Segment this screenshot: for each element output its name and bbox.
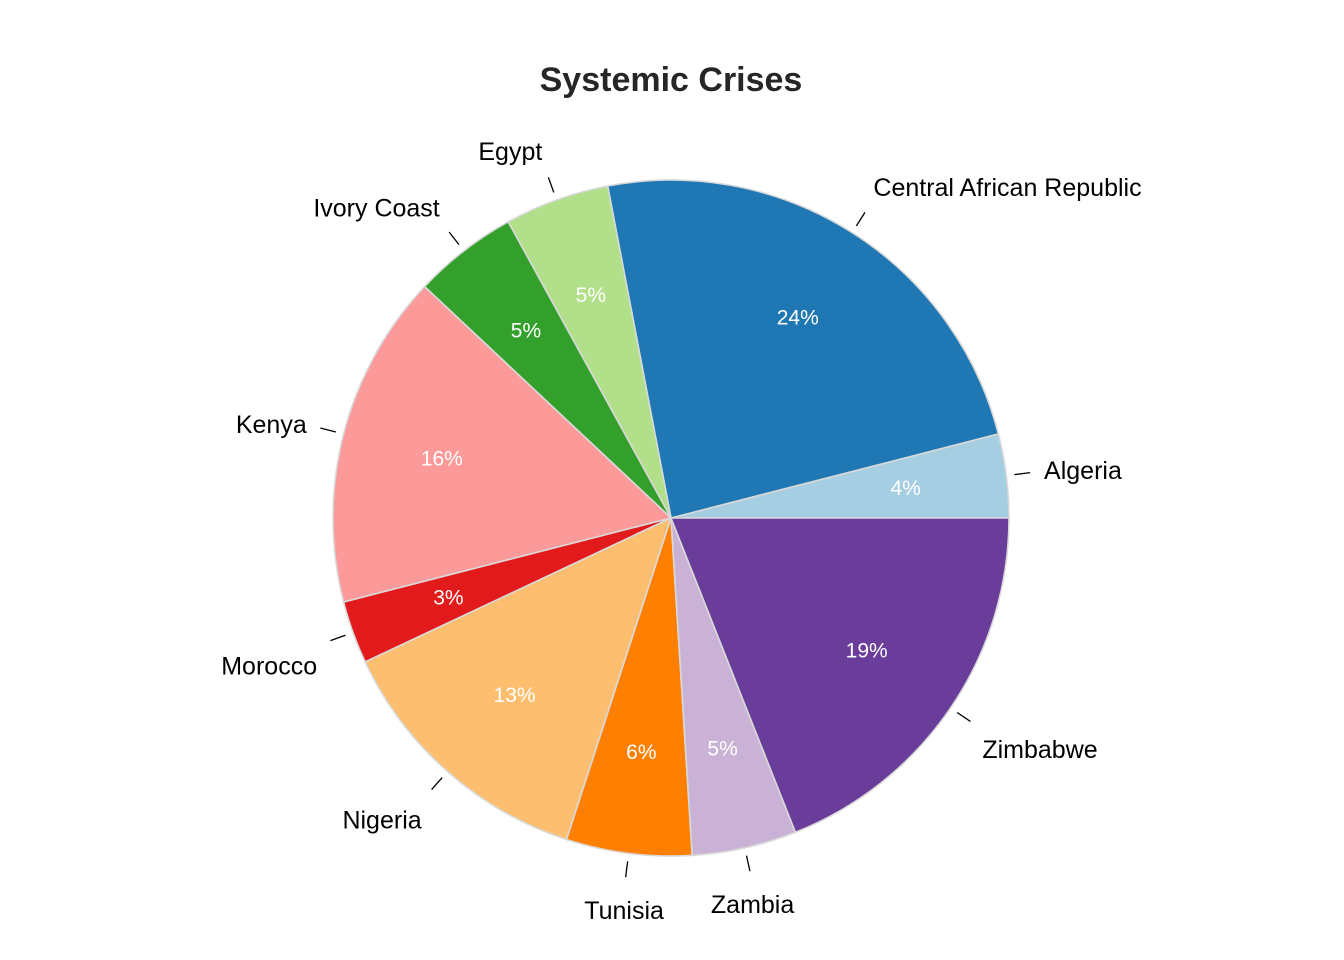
- slice-nigeria: [364, 516, 673, 841]
- tick-algeria: [1014, 471, 1031, 476]
- tick-zambia: [745, 855, 751, 872]
- tick-central-african-republic: [855, 212, 866, 227]
- tick-egypt: [547, 177, 555, 193]
- percent-label-egypt: 5%: [576, 284, 606, 307]
- tick-kenya: [320, 427, 337, 433]
- slice-labels: Algeria Central African Republic Egypt Ivor…: [221, 138, 1141, 925]
- slice-label-nigeria: Nigeria: [342, 807, 421, 835]
- slice-label-tunisia: Tunisia: [584, 897, 664, 925]
- slice-label-zimbabwe: Zimbabwe: [982, 736, 1097, 764]
- slice-zimbabwe: [669, 517, 1010, 834]
- percent-label-zimbabwe: 19%: [846, 639, 888, 662]
- slice-kenya: [332, 285, 673, 604]
- slice-label-zambia: Zambia: [711, 891, 794, 919]
- tick-nigeria: [431, 777, 443, 790]
- tick-tunisia: [624, 861, 629, 878]
- slice-central-african-republic: [606, 179, 1000, 519]
- percent-label-nigeria: 13%: [494, 684, 536, 707]
- pie-slices: [332, 179, 1010, 857]
- tick-morocco: [330, 634, 346, 642]
- label-ticks: [320, 177, 1031, 878]
- percent-label-ivory-coast: 5%: [511, 320, 541, 343]
- slice-label-egypt: Egypt: [478, 138, 542, 166]
- percent-label-morocco: 3%: [433, 587, 463, 610]
- percent-label-tunisia: 6%: [626, 741, 656, 764]
- chart-title: Systemic Crises: [540, 61, 803, 99]
- percent-label-kenya: 16%: [421, 448, 463, 471]
- slice-label-central-african-republic: Central African Republic: [873, 174, 1141, 202]
- slice-label-kenya: Kenya: [236, 411, 307, 439]
- percent-label-zambia: 5%: [707, 737, 737, 760]
- tick-zimbabwe: [956, 711, 971, 723]
- percent-labels: 4% 24% 5% 5% 16% 3% 13% 6% 5% 19%: [421, 284, 921, 764]
- slice-label-ivory-coast: Ivory Coast: [313, 194, 439, 222]
- percent-label-central-african-republic: 24%: [777, 307, 819, 330]
- slice-tunisia: [565, 517, 694, 857]
- tick-ivory-coast: [448, 231, 460, 246]
- slice-label-algeria: Algeria: [1044, 457, 1122, 485]
- percent-label-algeria: 4%: [891, 477, 921, 500]
- slice-label-morocco: Morocco: [221, 653, 317, 681]
